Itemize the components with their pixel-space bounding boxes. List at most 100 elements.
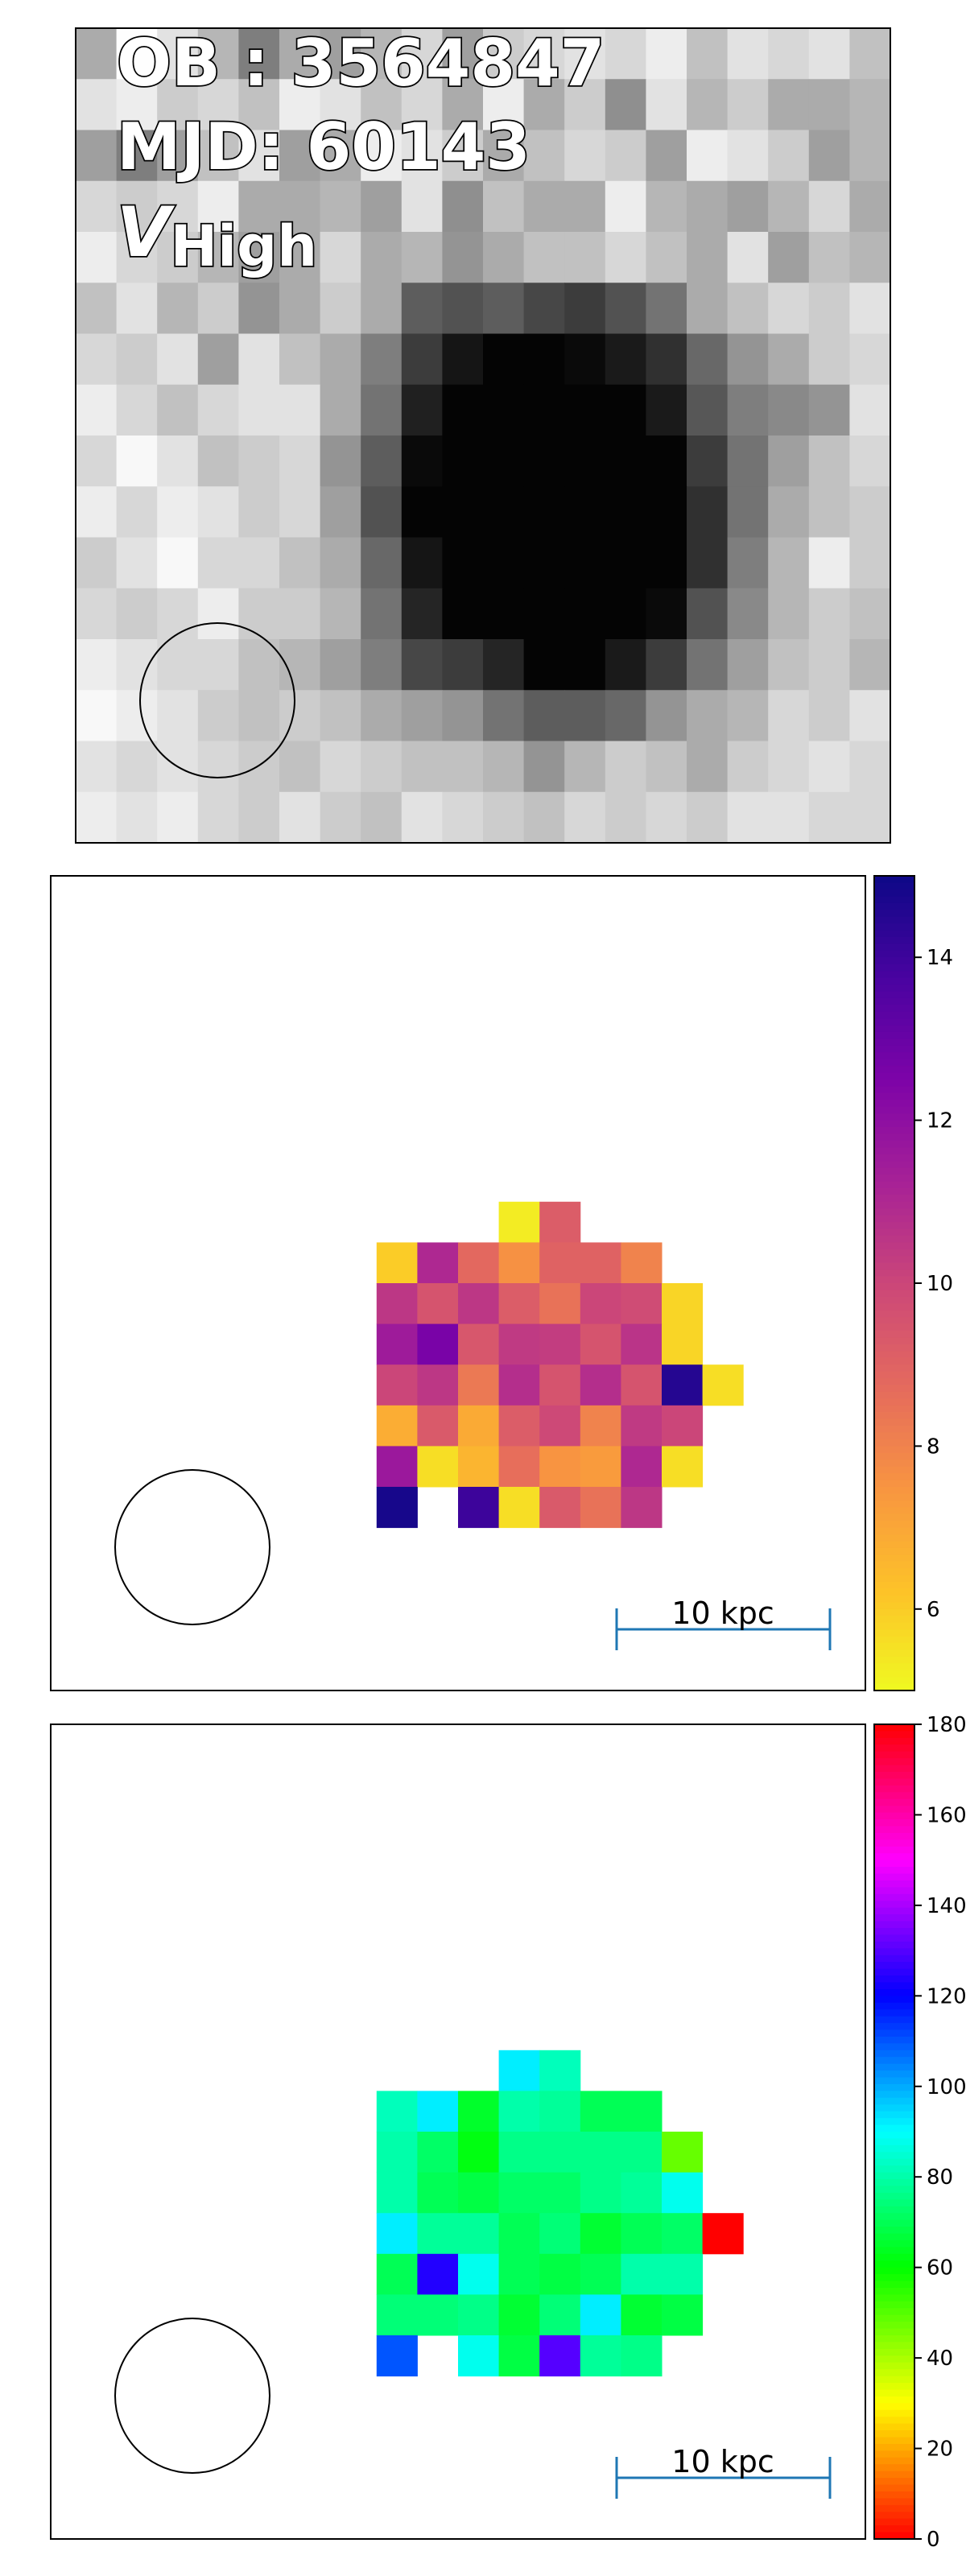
image-pixel <box>157 537 199 589</box>
colorbar-segment <box>874 1100 914 1108</box>
colorbar-segment <box>874 2227 914 2235</box>
colorbar-segment <box>874 902 914 910</box>
colorbar-segment <box>874 1677 914 1685</box>
image-pixel <box>238 283 280 335</box>
colorbar-segment <box>874 2213 914 2221</box>
colorbar-segment <box>874 2532 914 2540</box>
colorbar-segment <box>874 2091 914 2099</box>
colorbar-segment <box>874 1649 914 1657</box>
colorbar-segment <box>874 2417 914 2425</box>
image-pixel <box>768 588 810 640</box>
colorbar-segment <box>874 2267 914 2275</box>
band-label: VHigh <box>117 192 317 279</box>
colorbar-segment <box>874 1357 914 1365</box>
mjd-label: MJD: 60143 <box>117 109 530 184</box>
colorbar-segment <box>874 1860 914 1868</box>
colorbar-segment <box>874 1561 914 1569</box>
image-pixel <box>361 639 402 691</box>
colorbar-segment <box>874 1025 914 1033</box>
colorbar-segment <box>874 1819 914 1827</box>
map-cell <box>417 2213 459 2255</box>
colorbar-segment <box>874 1588 914 1596</box>
map-cell <box>621 1446 663 1488</box>
map-cell <box>458 1323 500 1365</box>
colorbar-tick-label: 10 <box>927 1272 953 1296</box>
image-pixel <box>687 130 729 182</box>
image-pixel <box>401 791 443 844</box>
colorbar-segment <box>874 2083 914 2091</box>
map-cell <box>621 1242 663 1284</box>
colorbar-tick-label: 12 <box>927 1109 953 1133</box>
map-cell <box>498 1242 540 1284</box>
colorbar-segment <box>874 1080 914 1088</box>
image-pixel <box>564 384 606 436</box>
image-pixel <box>442 130 484 182</box>
map-cell <box>376 1242 418 1284</box>
colorbar-segment <box>874 1140 914 1148</box>
image-pixel <box>442 232 484 283</box>
map-cell <box>458 2253 500 2295</box>
image-pixel <box>238 436 280 487</box>
colorbar-segment <box>874 2525 914 2533</box>
map-cell <box>580 2335 621 2377</box>
colorbar-segment <box>874 1921 914 1929</box>
colorbar-segment <box>874 2036 914 2044</box>
map-cell <box>621 2091 663 2132</box>
colorbar-segment <box>874 2070 914 2079</box>
colorbar-tick-label: 14 <box>927 946 953 970</box>
image-pixel <box>849 639 891 691</box>
image-panel-frame <box>75 27 891 844</box>
image-pixel <box>197 384 239 436</box>
colorbar-segment <box>874 2050 914 2058</box>
image-pixel <box>442 537 484 589</box>
image-pixel <box>849 436 891 487</box>
image-pixel <box>808 283 850 335</box>
image-pixel <box>116 588 158 640</box>
colorbar-segment <box>874 1249 914 1257</box>
colorbar-segment <box>874 2348 914 2356</box>
image-pixel <box>646 436 687 487</box>
image-pixel <box>116 791 158 844</box>
colorbar-segment <box>874 2294 914 2302</box>
colorbar-segment <box>874 1262 914 1270</box>
image-pixel <box>361 791 402 844</box>
colorbar-segment <box>874 896 914 904</box>
colorbar-segment <box>874 2233 914 2241</box>
map-cell <box>498 2294 540 2336</box>
image-pixel <box>401 537 443 589</box>
colorbar-segment <box>874 1066 914 1074</box>
image-pixel <box>849 333 891 386</box>
colorbar-segment <box>874 1941 914 1949</box>
colorbar-segment <box>874 1846 914 1854</box>
map-cell <box>498 2213 540 2255</box>
colorbar-segment <box>874 2029 914 2037</box>
colorbar-segment <box>874 2430 914 2438</box>
image-pixel <box>197 486 239 539</box>
image-pixel <box>564 791 606 844</box>
colorbar-frame <box>873 1724 915 2540</box>
colorbar-segment <box>874 2355 914 2363</box>
map-cell <box>458 2132 500 2174</box>
colorbar-segment <box>874 1826 914 1834</box>
image-pixel <box>483 436 525 487</box>
image-pixel <box>768 232 810 283</box>
colorbar-segment <box>874 2396 914 2404</box>
colorbar-segment <box>874 2450 914 2458</box>
colorbar-segment <box>874 1337 914 1345</box>
image-pixel <box>238 384 280 436</box>
image-pixel <box>687 741 729 793</box>
colorbar-segment <box>874 1534 914 1542</box>
image-pixel <box>197 791 239 844</box>
map-cell <box>580 2253 621 2295</box>
colorbar-segment <box>874 1758 914 1766</box>
image-pixel <box>238 690 280 742</box>
colorbar-segment <box>874 2104 914 2112</box>
image-pixel <box>116 639 158 691</box>
colorbar-segment <box>874 1038 914 1046</box>
map-cell <box>539 2253 581 2295</box>
colorbar-segment <box>874 1575 914 1583</box>
image-pixel <box>605 333 646 386</box>
image-pixel <box>320 588 361 640</box>
colorbar-segment <box>874 1873 914 1881</box>
image-pixel <box>442 791 484 844</box>
